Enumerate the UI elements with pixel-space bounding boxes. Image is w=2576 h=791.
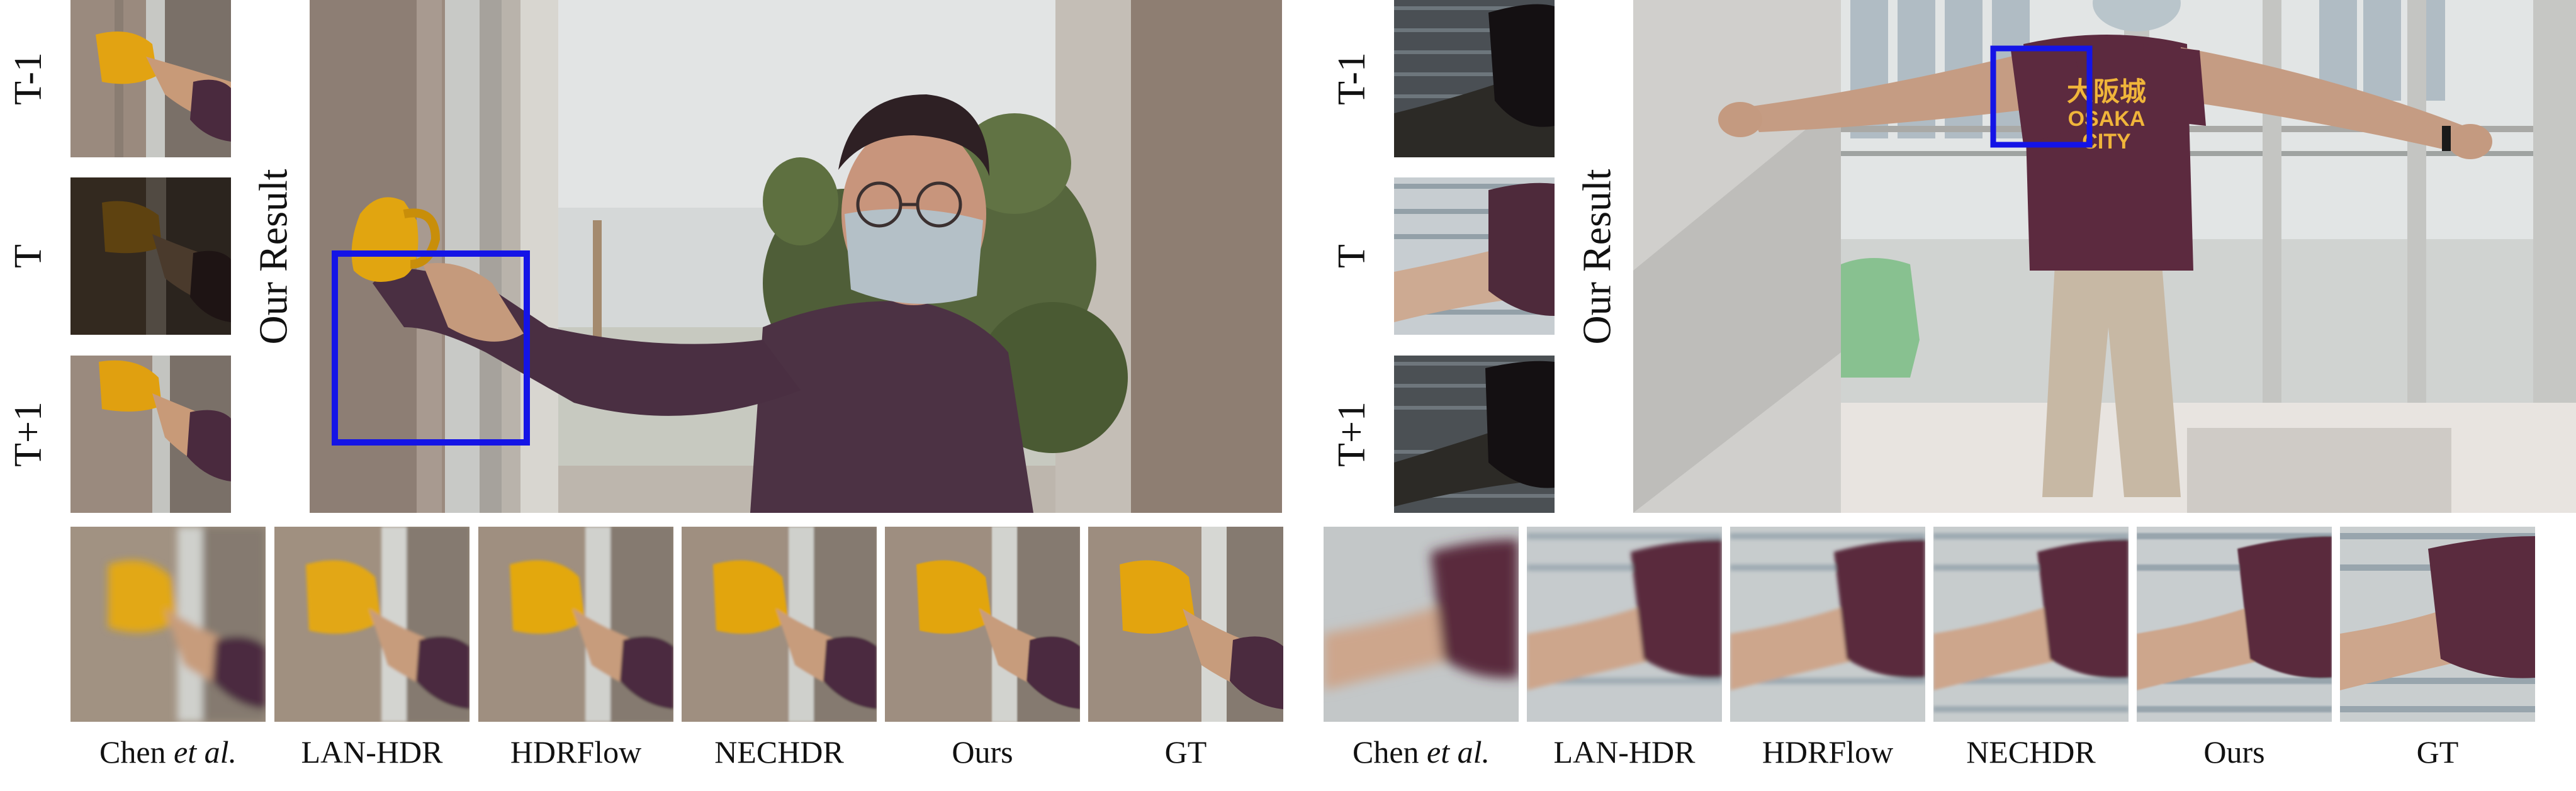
- caption-gt: GT: [1164, 734, 1207, 770]
- frame-label-t-plus-1: T+1: [1330, 401, 1373, 467]
- input-frame-t-plus-1: [70, 356, 231, 513]
- crop-ours: [2137, 527, 2332, 722]
- input-frame-t-minus-1: [1394, 0, 1555, 157]
- crop-ours: [885, 527, 1080, 722]
- crop-hdrflow: [478, 527, 673, 722]
- crop-lan-hdr: [1527, 527, 1722, 722]
- input-frame-t: [1394, 177, 1555, 335]
- caption-lan-hdr: LAN-HDR: [1553, 734, 1696, 770]
- caption-hdrflow: HDRFlow: [1762, 734, 1894, 770]
- frame-label-t: T: [1330, 244, 1373, 268]
- caption-hdrflow: HDRFlow: [510, 734, 642, 770]
- main-result-image: [310, 0, 1282, 513]
- svg-text:OSAKA: OSAKA: [2068, 107, 2146, 131]
- input-frame-t: [70, 177, 231, 335]
- input-frame-t-minus-1: [70, 0, 231, 157]
- svg-text:大阪城: 大阪城: [2067, 77, 2146, 106]
- frame-label-t-plus-1: T+1: [7, 401, 50, 467]
- crop-hdrflow: [1730, 527, 1925, 722]
- caption-chen-et-al: Chen et al.: [99, 734, 237, 770]
- our-result-label: Our Result: [1575, 168, 1619, 345]
- frame-label-t-minus-1: T-1: [6, 52, 50, 105]
- crop-nechdr: [1933, 527, 2129, 722]
- caption-gt: GT: [2416, 734, 2459, 770]
- crop-nechdr: [682, 527, 877, 722]
- highlight-box: [332, 250, 530, 446]
- caption-nechdr: NECHDR: [714, 734, 844, 770]
- caption-chen-et-al: Chen et al.: [1352, 734, 1490, 770]
- caption-ours: Ours: [952, 734, 1013, 770]
- crop-placeholder: [1324, 527, 1519, 722]
- frame-label-t: T: [7, 244, 50, 268]
- our-result-label: Our Result: [251, 168, 296, 345]
- caption-ours: Ours: [2203, 734, 2265, 770]
- right-panel: T-1 T T+1: [1324, 0, 2576, 791]
- frame-label-t-minus-1: T-1: [1330, 52, 1373, 105]
- crop-gt: [2340, 527, 2535, 722]
- input-frame-t-plus-1: [1394, 356, 1555, 513]
- highlight-box: [1990, 45, 2093, 148]
- crop-chen-et-al: [1324, 527, 1519, 722]
- crop-lan-hdr: [274, 527, 470, 722]
- main-result-image: 大阪城 OSAKA CITY: [1633, 0, 2576, 513]
- crop-gt: [1088, 527, 1283, 722]
- crop-chen-et-al: [70, 527, 266, 722]
- caption-lan-hdr: LAN-HDR: [301, 734, 443, 770]
- caption-nechdr: NECHDR: [1966, 734, 2096, 770]
- left-panel: T-1 T T+1: [0, 0, 1283, 791]
